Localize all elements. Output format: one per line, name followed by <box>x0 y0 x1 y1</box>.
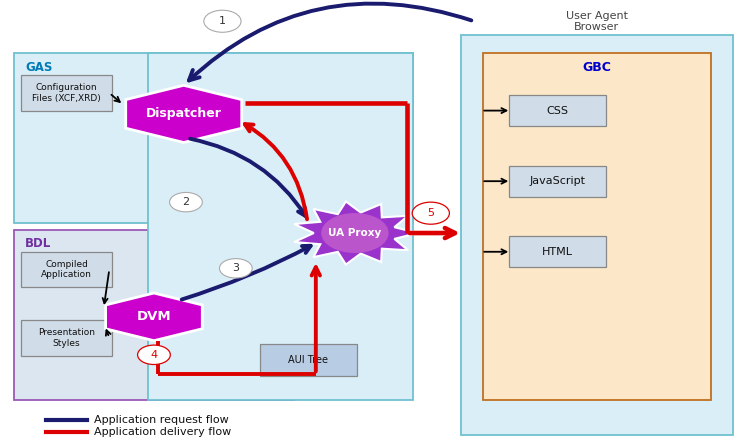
Text: 2: 2 <box>182 197 190 207</box>
Text: UA Proxy: UA Proxy <box>328 228 382 238</box>
FancyBboxPatch shape <box>22 320 111 356</box>
Text: CSS: CSS <box>547 106 568 115</box>
Text: BDL: BDL <box>25 238 52 250</box>
FancyBboxPatch shape <box>14 53 413 223</box>
FancyBboxPatch shape <box>148 53 413 400</box>
FancyBboxPatch shape <box>509 95 607 126</box>
Text: Compiled
Application: Compiled Application <box>41 260 92 279</box>
Circle shape <box>412 202 450 224</box>
Circle shape <box>204 10 241 32</box>
Text: HTML: HTML <box>542 247 573 257</box>
Text: Dispatcher: Dispatcher <box>146 107 222 120</box>
Text: 1: 1 <box>219 16 226 26</box>
FancyBboxPatch shape <box>509 236 607 267</box>
Circle shape <box>137 345 170 365</box>
FancyBboxPatch shape <box>461 36 733 435</box>
Text: Configuration
Files (XCF,XRD): Configuration Files (XCF,XRD) <box>32 83 101 103</box>
Polygon shape <box>294 202 418 265</box>
Circle shape <box>220 258 252 278</box>
Circle shape <box>170 192 202 212</box>
Circle shape <box>321 213 388 253</box>
FancyBboxPatch shape <box>260 344 357 376</box>
Polygon shape <box>125 85 242 143</box>
FancyBboxPatch shape <box>22 252 111 287</box>
Text: DVM: DVM <box>137 310 171 323</box>
FancyBboxPatch shape <box>14 230 294 400</box>
Text: GAS: GAS <box>25 61 52 74</box>
Text: Application request flow: Application request flow <box>94 415 229 424</box>
Text: 4: 4 <box>150 350 158 360</box>
Polygon shape <box>105 293 202 341</box>
FancyBboxPatch shape <box>483 53 710 400</box>
Text: JavaScript: JavaScript <box>530 176 586 186</box>
FancyBboxPatch shape <box>22 75 111 111</box>
Text: 5: 5 <box>427 208 434 218</box>
FancyBboxPatch shape <box>509 166 607 197</box>
Text: AUI Tree: AUI Tree <box>288 355 329 365</box>
Text: Application delivery flow: Application delivery flow <box>94 427 232 436</box>
Text: Presentation
Styles: Presentation Styles <box>38 328 95 348</box>
Text: 3: 3 <box>232 263 239 274</box>
Text: User Agent
Browser: User Agent Browser <box>565 11 627 32</box>
Text: GBC: GBC <box>583 61 611 74</box>
